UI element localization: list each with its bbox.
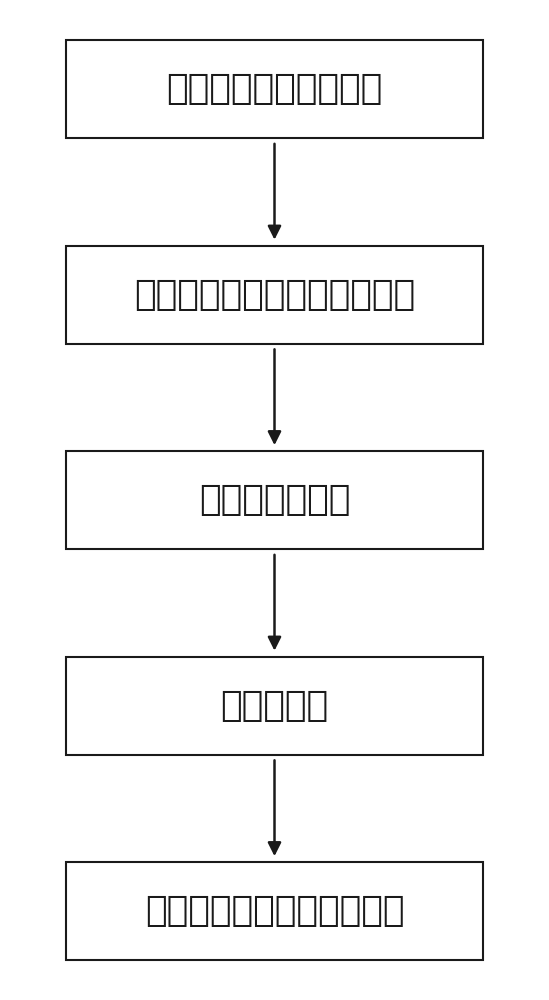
- Text: 调节激光束: 调节激光束: [221, 688, 328, 722]
- Bar: [66, 656, 483, 754]
- Text: 开始毒害材料原位诊断实验: 开始毒害材料原位诊断实验: [145, 894, 404, 928]
- Text: 在真空腔中放置样品靶: 在真空腔中放置样品靶: [166, 72, 383, 106]
- Text: 在激光装置靶室中安装真空腔: 在激光装置靶室中安装真空腔: [134, 278, 415, 312]
- Bar: [66, 246, 483, 344]
- Bar: [66, 451, 483, 549]
- Bar: [66, 40, 483, 138]
- Bar: [66, 862, 483, 960]
- Text: 调节真空腔位置: 调节真空腔位置: [199, 483, 350, 517]
